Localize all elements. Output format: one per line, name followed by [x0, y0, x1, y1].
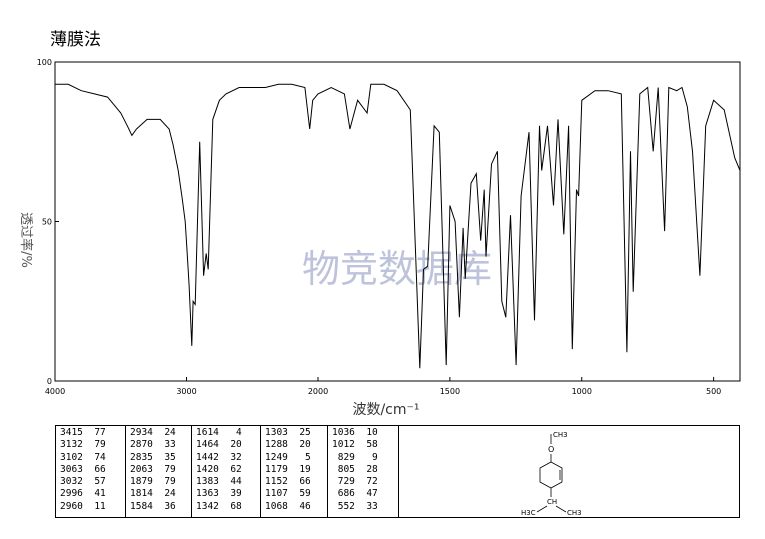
- peak-cell: 1584 36: [130, 500, 176, 512]
- watermark: 物竞数据库: [302, 247, 492, 291]
- x-tick-label: 500: [706, 387, 721, 396]
- peak-column-5: 1036 10 1012 58 829 9 805 28 729 72 686 …: [328, 426, 399, 517]
- peak-cell: 729 72: [332, 476, 378, 488]
- y-ticks: 100 50 0: [37, 58, 59, 386]
- peak-cell: 1879 79: [130, 476, 176, 488]
- peak-cell: 2996 41: [60, 488, 106, 500]
- peak-cell: 3415 77: [60, 427, 106, 438]
- x-tick-label: 3000: [176, 387, 196, 396]
- x-tick-label: 4000: [45, 387, 65, 396]
- peak-cell: 1249 5: [265, 451, 311, 463]
- bond-line: [555, 505, 567, 513]
- peak-cell: 1814 24: [130, 488, 176, 500]
- x-ticks: 4000 3000 2000 1500 1000 500: [45, 377, 721, 396]
- peak-cell: 1383 44: [196, 476, 242, 488]
- peak-cell: 2835 35: [130, 451, 176, 463]
- peak-cell: 1303 25: [265, 427, 311, 438]
- molecule-structure: CH3 O CH H3C CH3: [521, 431, 582, 517]
- peak-cell: 1107 59: [265, 488, 311, 500]
- peak-cell: 686 47: [332, 488, 378, 500]
- x-tick-label: 1000: [572, 387, 592, 396]
- peak-cell: 1012 58: [332, 439, 378, 451]
- methyl-left-label: H3C: [521, 509, 536, 517]
- y-tick-label: 100: [37, 58, 52, 67]
- y-tick-label: 50: [42, 218, 52, 227]
- transmittance-trace: [55, 83, 741, 369]
- ch-label: CH: [547, 498, 557, 506]
- peak-column-4: 1303 25 1288 20 1249 5 1179 19 1152 66 1…: [261, 426, 328, 517]
- bond-line: [536, 505, 548, 513]
- peak-cell: 1152 66: [265, 476, 311, 488]
- peak-cell: 3132 79: [60, 439, 106, 451]
- plot-frame: [54, 61, 741, 382]
- peak-cell: 3102 74: [60, 451, 106, 463]
- peak-cell: 1288 20: [265, 439, 311, 451]
- peak-cell: 2934 24: [130, 427, 176, 438]
- peak-cell: 1420 62: [196, 463, 242, 475]
- peak-cell: 2063 79: [130, 463, 176, 475]
- peak-cell: 1442 32: [196, 451, 242, 463]
- peak-cell: 1342 68: [196, 500, 242, 512]
- peak-cell: 1179 19: [265, 463, 311, 475]
- peak-cell: 1464 20: [196, 439, 242, 451]
- y-tick-label: 0: [47, 377, 52, 386]
- methyl-top-label: CH3: [553, 431, 568, 439]
- peak-column-1: 3415 77 3132 79 3102 74 3063 66 3032 57 …: [56, 426, 126, 517]
- peak-cell: 2870 33: [130, 439, 176, 451]
- benzene-ring: [539, 461, 563, 489]
- x-tick-label: 2000: [308, 387, 328, 396]
- peak-cell: 1614 4: [196, 427, 242, 438]
- peak-cell: 552 33: [332, 500, 378, 512]
- peak-cell: 2960 11: [60, 500, 106, 512]
- peak-cell: 805 28: [332, 463, 378, 475]
- peak-cell: 1363 39: [196, 488, 242, 500]
- y-axis-label: 透过率/%: [18, 212, 34, 268]
- page-title: 薄膜法: [50, 30, 101, 50]
- peak-cell: 1036 10: [332, 427, 378, 438]
- peak-column-3: 1614 4 1464 20 1442 32 1420 62 1383 44 1…: [192, 426, 261, 517]
- peak-table: 3415 77 3132 79 3102 74 3063 66 3032 57 …: [55, 425, 740, 518]
- peak-cell: 829 9: [332, 451, 378, 463]
- x-tick-label: 1500: [440, 387, 460, 396]
- oxygen-label: O: [548, 445, 554, 454]
- peak-cell: 1068 46: [265, 500, 311, 512]
- peak-cell: 3032 57: [60, 476, 106, 488]
- peak-column-2: 2934 24 2870 33 2835 35 2063 79 1879 79 …: [126, 426, 192, 517]
- methyl-right-label: CH3: [567, 509, 582, 517]
- peak-cell: 3063 66: [60, 463, 106, 475]
- x-axis-label: 波数/cm⁻¹: [352, 402, 419, 418]
